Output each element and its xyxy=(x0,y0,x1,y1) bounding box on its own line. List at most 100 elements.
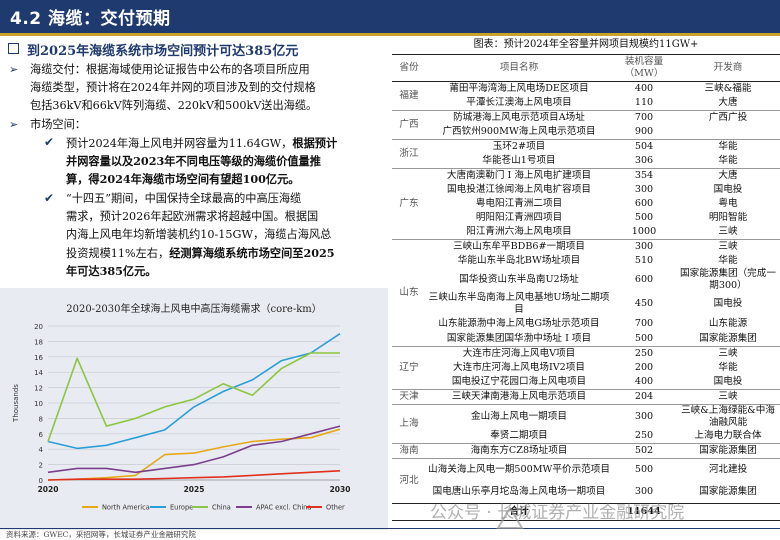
arrow-bullet-icon: ➢ xyxy=(9,118,19,131)
total-label: 合计 xyxy=(509,506,529,517)
check1-line3: 算，得2024年海缆市场空间有望超100亿元。 xyxy=(66,172,300,186)
cell-project: 国华投资山东半岛南U2场址 xyxy=(459,274,579,285)
chart-title: 2020-2030年全球海上风电中高压海缆需求（core-km） xyxy=(66,304,322,315)
cell-province: 广西 xyxy=(399,119,419,130)
cell-capacity: 500 xyxy=(634,464,654,475)
cell-capacity: 110 xyxy=(634,97,654,108)
series-line-europe xyxy=(47,333,341,450)
y-tick-label: 4 xyxy=(39,446,44,454)
cell-project: 大连市庄河海上风电场IV2项目 xyxy=(453,362,585,373)
cell-project: 防城港海上风电示范项目A场址 xyxy=(453,112,585,123)
table-row: 广西 防城港海上风电示范项目A场址 700 广西广投 xyxy=(392,110,780,130)
y-tick-label: 16 xyxy=(34,354,43,362)
table-row: 山东 三峡山东牟平BDB6#一期项目 300 三峡 xyxy=(392,239,780,298)
cell-developer: 粤电 xyxy=(718,198,738,209)
legend-label: North America xyxy=(102,504,150,512)
cell-capacity: 250 xyxy=(634,348,654,359)
table-row: 国电投湛江徐闻海上风电扩容项目 300 国电投 xyxy=(392,183,780,197)
cell-project: 金山海上风电一期项目 xyxy=(471,411,567,422)
headline: 到2025年海缆系统市场空间预计可达385亿元 xyxy=(8,40,298,59)
cell-capacity: 600 xyxy=(634,274,654,285)
cell-capacity: 354 xyxy=(634,170,654,181)
project-table-panel: 图表：预计2024年全容量并网项目规模约11GW+ 省份 项目名称 装机容量（M… xyxy=(392,36,780,526)
header-capacity: 装机容量（MW） xyxy=(624,56,664,79)
y-tick-label: 12 xyxy=(34,385,43,393)
table-row: 国电投辽宁花园口海上风电项目 400 国电投 xyxy=(392,375,780,390)
bullet2-label: 市场空间： xyxy=(30,118,86,131)
cell-capacity: 900 xyxy=(634,126,654,137)
y-tick-label: 10 xyxy=(34,400,43,408)
table-header-row: 省份 项目名称 装机容量（MW） 开发商 xyxy=(392,54,780,82)
cell-province: 天津 xyxy=(399,391,419,402)
cell-capacity: 250 xyxy=(634,430,654,441)
total-value: 11644 xyxy=(627,506,661,517)
x-tick-label: 2020 xyxy=(38,485,59,494)
series-line-apac-excl-china xyxy=(47,425,341,474)
y-axis-label: Thousands xyxy=(12,384,20,423)
cell-developer: 华能 xyxy=(718,141,738,152)
cell-project: 大唐南澳勒门 I 海上风电扩建项目 xyxy=(446,170,592,181)
legend-label: China xyxy=(212,504,231,512)
check2-line2: 需求，预计2026年起欧洲需求将超越中国。根据国 xyxy=(66,210,319,223)
cell-project: 国家能源集团国华渤中场址 I 项目 xyxy=(446,333,592,344)
cell-project: 莆田平海湾海上风电场DE区项目 xyxy=(449,83,589,94)
arrow-bullet-icon: ➢ xyxy=(9,63,19,76)
y-tick-label: 0 xyxy=(39,477,43,485)
cell-capacity: 300 xyxy=(634,184,654,195)
y-tick-label: 14 xyxy=(34,369,43,377)
watermark-logo-icon xyxy=(496,506,524,529)
cell-capacity: 500 xyxy=(634,333,654,344)
left-text-panel: 到2025年海缆系统市场空间预计可达385亿元 ➢ 海缆交付：根据海域使用论证报… xyxy=(0,36,388,288)
headline-text: 到2025年海缆系统市场空间预计可达385亿元 xyxy=(27,44,299,59)
cell-project: 国电投湛江徐闻海上风电扩容项目 xyxy=(447,184,591,195)
cell-capacity: 400 xyxy=(634,83,654,94)
cell-capacity: 600 xyxy=(634,198,654,209)
cell-project: 三峡天津南港海上风电示范项目 xyxy=(451,391,587,402)
table-row: 奉贤二期项目 250 上海电力联合体 xyxy=(392,429,780,444)
check2-line3: 内海上风电年均新增装机约10-15GW，海缆占海风总 xyxy=(66,228,332,241)
table-body: 福建 莆田平海湾海上风电场DE区项目 400 三峡&福能 平潭长江澳海上风电项目 110 大… xyxy=(392,81,780,521)
source-note: 资料来源：GWEC，采招网等，长城证券产业金融研究院 xyxy=(6,530,196,539)
table-row: 辽宁 大连市庄河海上风电V项目 250 三峡 xyxy=(392,346,780,373)
square-bullet-icon xyxy=(8,43,19,54)
cell-project: 华能山东半岛北BW场址项目 xyxy=(457,255,581,266)
table-row: 国家能源集团国华渤中场址 I 项目 500 国家能源集团 xyxy=(392,332,780,347)
cell-province: 广东 xyxy=(399,198,419,209)
checkmark-icon: ✔ xyxy=(44,135,55,149)
cell-capacity: 504 xyxy=(634,141,654,152)
footer-divider xyxy=(0,528,780,529)
cell-developer: 三峡 xyxy=(718,348,738,359)
table-row: 华能苍山1号项目 306 华能 xyxy=(392,154,780,169)
table-row: 平潭长江澳海上风电项目 110 大唐 xyxy=(392,96,780,111)
bullet1-line2: 海缆类型，预计将在2024年并网的项目涉及到的交付规格 xyxy=(30,81,316,94)
cell-province: 辽宁 xyxy=(399,362,419,373)
cell-project: 国电投辽宁花园口海上风电项目 xyxy=(451,376,587,387)
cell-province: 福建 xyxy=(399,90,419,101)
y-tick-label: 20 xyxy=(34,323,43,331)
project-table: 省份 项目名称 装机容量（MW） 开发商 福建 莆田平海湾海上风电场DE区项目 40… xyxy=(392,54,780,521)
legend-label: Europe xyxy=(170,504,193,512)
cell-developer: 国家能源集团（完成一期300） xyxy=(680,268,776,291)
cell-capacity: 502 xyxy=(634,445,654,456)
cell-project: 粤电阳江青洲二项目 xyxy=(475,198,563,209)
check1-line1: 预计2024年海上风电并网容量为11.64GW，根据预计 xyxy=(66,136,338,150)
cell-empty xyxy=(392,504,426,521)
cell-project: 玉环2#项目 xyxy=(492,141,546,152)
bullet1-line1: 海缆交付：根据海域使用论证报告中公布的各项目所应用 xyxy=(30,63,310,76)
series-line-other xyxy=(47,470,341,481)
table-row: 大连市庄河海上风电场IV2项目 200 华能 xyxy=(392,361,780,375)
table-row: 上海 金山海上风电一期项目 300 三峡&上海绿能&中海油融风能 xyxy=(392,404,780,429)
legend-label: Other xyxy=(326,504,345,512)
table-row: 国电唐山乐亭月坨岛海上风电场一期项目 300 国家能源集团 xyxy=(392,481,780,504)
cell-capacity: 200 xyxy=(634,362,654,373)
table-row: 粤电阳江青洲二项目 600 粤电 xyxy=(392,197,780,211)
cell-capacity: 300 xyxy=(634,411,654,422)
cell-project: 广西钦州900MW海上风电示范项目 xyxy=(442,126,596,137)
checkmark-icon: ✔ xyxy=(44,191,55,205)
cell-developer: 华能 xyxy=(718,362,738,373)
title-bar: 4.2 海缆：交付预期 xyxy=(0,0,780,36)
cell-capacity: 700 xyxy=(634,112,654,123)
x-tick-label: 2030 xyxy=(330,485,351,494)
cell-project: 国电唐山乐亭月坨岛海上风电场一期项目 xyxy=(432,486,606,497)
cell-capacity: 204 xyxy=(634,391,654,402)
